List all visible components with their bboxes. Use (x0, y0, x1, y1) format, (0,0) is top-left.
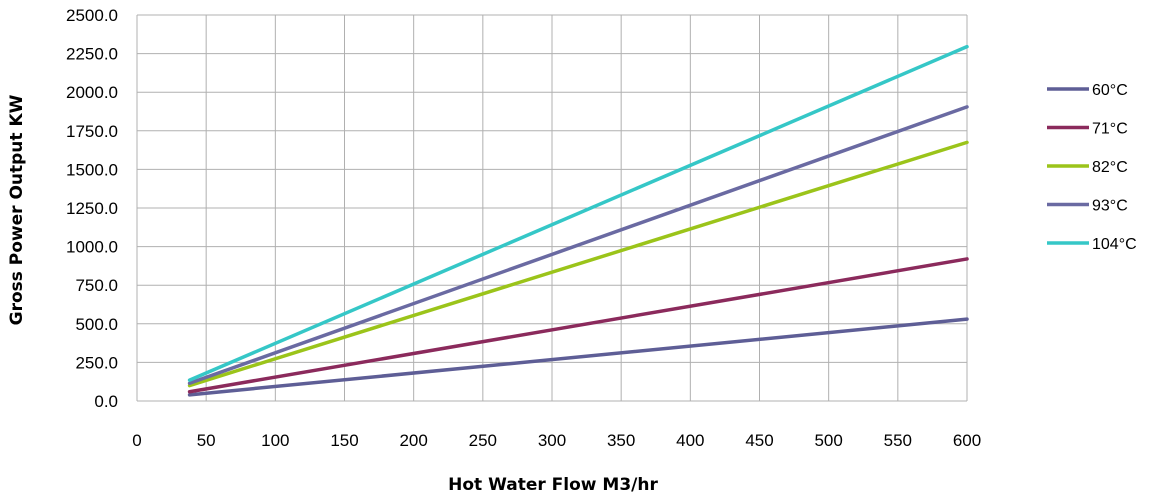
y-tick-label: 1250.0 (66, 199, 118, 218)
series-line-60C (187, 317, 969, 397)
y-tick-label: 2250.0 (66, 45, 118, 64)
x-tick-label: 250 (469, 431, 497, 450)
y-tick-label: 1750.0 (66, 122, 118, 141)
y-tick-labels: 0.0 250.0 500.0 750.0 1000.0 1250.0 1500.0 1750… (66, 6, 118, 411)
series-line-93C (187, 105, 969, 385)
y-tick-label: 2000.0 (66, 83, 118, 102)
x-tick-label: 200 (399, 431, 427, 450)
x-tick-label: 0 (132, 431, 141, 450)
x-tick-label: 100 (261, 431, 289, 450)
y-tick-label: 1000.0 (66, 238, 118, 257)
series-line-82C (187, 140, 969, 388)
y-tick-label: 1500.0 (66, 160, 118, 179)
series-line-71C (187, 257, 969, 394)
legend-label: 82°C (1092, 159, 1128, 176)
x-tick-label: 500 (814, 431, 842, 450)
x-tick-label: 50 (197, 431, 216, 450)
legend-label: 71°C (1092, 121, 1128, 138)
x-axis-title: Hot Water Flow M3/hr (448, 475, 658, 495)
x-tick-label: 550 (884, 431, 912, 450)
legend-label: 60°C (1092, 82, 1128, 99)
y-tick-label: 500.0 (75, 315, 118, 334)
series-lines (187, 44, 969, 397)
x-tick-label: 400 (676, 431, 704, 450)
y-axis-title: Gross Power Output KW (7, 94, 27, 325)
legend-label: 93°C (1092, 198, 1128, 215)
x-tick-label: 150 (330, 431, 358, 450)
x-tick-labels: 0 50 100 150 200 250 300 350 400 450 500 550 600 (132, 431, 981, 450)
y-tick-label: 2500.0 (66, 6, 118, 25)
y-tick-label: 250.0 (75, 353, 118, 372)
gridlines (136, 14, 968, 402)
x-tick-label: 350 (607, 431, 635, 450)
x-tick-label: 600 (953, 431, 981, 450)
y-tick-label: 750.0 (75, 276, 118, 295)
legend-label: 104°C (1092, 236, 1137, 253)
series-line-104C (187, 44, 969, 382)
y-tick-label: 0.0 (94, 392, 118, 411)
x-tick-label: 300 (538, 431, 566, 450)
x-tick-label: 450 (745, 431, 773, 450)
legend: 60°C 71°C 82°C 93°C 104°C (1047, 82, 1137, 253)
